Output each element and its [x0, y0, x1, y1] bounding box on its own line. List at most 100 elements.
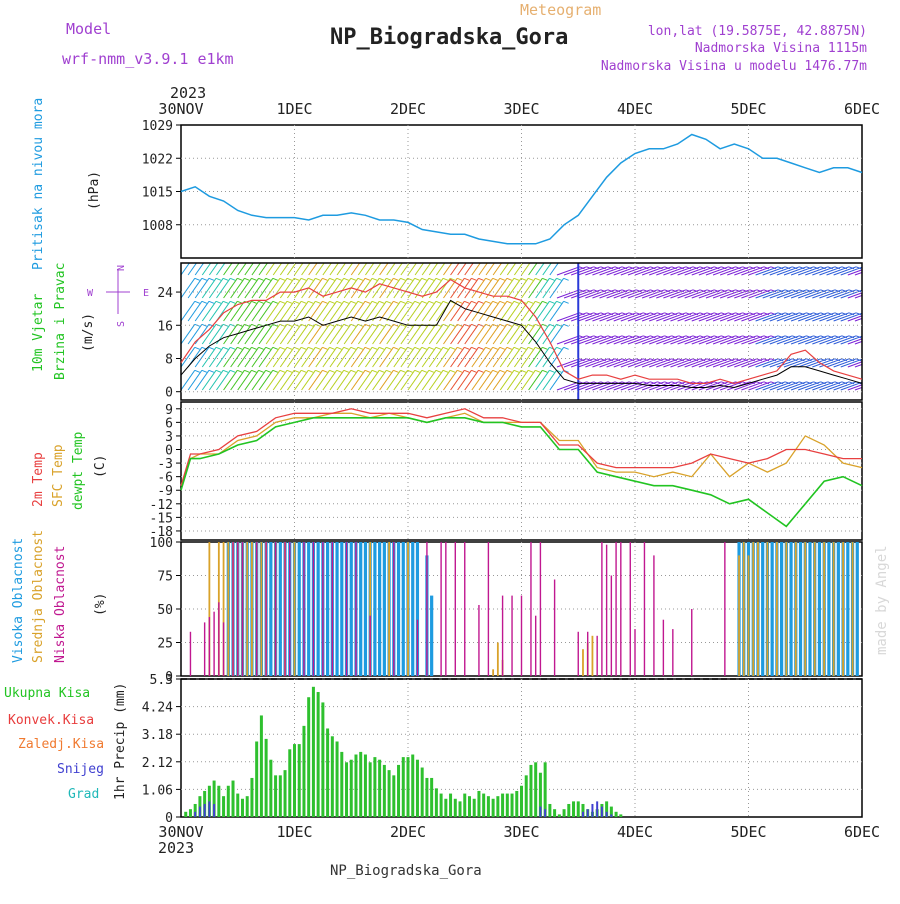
cloud-low-bar: [255, 542, 258, 676]
wind-barb-feather: [827, 289, 833, 293]
wind-barb-feather: [777, 266, 784, 270]
wind-barb: [691, 335, 715, 345]
wind-barb: [790, 358, 814, 368]
wind-barb-feather: [820, 312, 826, 316]
wind-barb-feather: [770, 381, 777, 385]
wind-barb-feather: [714, 381, 720, 385]
wind-barbs: [181, 255, 868, 391]
precip-total-bar: [212, 780, 216, 817]
temperature-ytick-label: 9: [165, 403, 173, 418]
wind-barb: [812, 266, 836, 276]
wind-barb-feather: [664, 266, 670, 270]
wind-barb: [812, 289, 836, 299]
wind-barb-feather: [643, 289, 649, 293]
wind-barb: [407, 301, 423, 322]
wind-barb-feather: [735, 266, 741, 270]
wind-barb-feather: [792, 289, 798, 293]
wind-barb: [670, 335, 694, 345]
precip-snow-bar: [213, 803, 216, 817]
wind-barb: [599, 312, 623, 322]
wind-barb-feather: [678, 289, 685, 293]
wind-barb: [847, 269, 862, 276]
wind-barb: [656, 335, 680, 345]
precip-total-bar: [307, 697, 311, 817]
wind-barb: [734, 358, 758, 368]
wind-barb: [336, 370, 352, 391]
cloud-mid-bar: [775, 542, 778, 676]
wind-barb: [208, 301, 224, 322]
wind-barb-feather: [785, 312, 791, 316]
wind-barb-feather: [721, 335, 727, 339]
wind-barb-feather: [343, 346, 349, 350]
wind-barb-feather: [542, 255, 547, 257]
wind-barb: [570, 266, 594, 276]
wind-barb: [769, 335, 793, 345]
wind-barb: [741, 289, 765, 299]
wind-barb: [208, 370, 224, 391]
wind-barb: [861, 366, 862, 367]
wind-barb-feather: [450, 255, 455, 257]
wind-barb-feather: [614, 312, 621, 316]
wind-barb: [535, 370, 550, 391]
cloud-mid-bar: [851, 542, 854, 676]
wind-barb: [223, 370, 238, 391]
wind-barb: [393, 301, 408, 322]
wind-barb-feather: [428, 369, 435, 373]
wind-barb: [790, 266, 814, 276]
wind-barb: [194, 347, 210, 368]
wind-barb-feather: [251, 369, 257, 373]
wind-barb: [272, 370, 288, 391]
precip-total-bar: [184, 811, 188, 817]
wind-barb: [854, 317, 862, 322]
wind-barb: [535, 324, 550, 345]
precip-total-bar: [415, 759, 419, 817]
wind-barb: [181, 370, 196, 391]
wind-barb-feather: [863, 382, 868, 384]
wind-barb-feather: [586, 358, 592, 362]
wind-barb-feather: [728, 358, 734, 362]
wind-barb: [506, 370, 522, 391]
cloud-mid-bar: [832, 542, 835, 676]
wind-barb-feather: [628, 335, 635, 339]
wind-barb: [719, 266, 743, 276]
wind-barb-feather: [621, 266, 628, 270]
precip-snow-bar: [605, 811, 608, 817]
wind-barb: [670, 358, 694, 368]
pressure-ytick-label: 1015: [142, 186, 173, 201]
wind-barb-feather: [457, 346, 463, 350]
wind-barb-feather: [336, 277, 342, 281]
wind-barb: [499, 347, 515, 368]
wind-barb: [478, 263, 488, 276]
wind-barb: [208, 347, 224, 368]
cloud-low-bar: [303, 542, 305, 676]
precip-total-bar: [278, 775, 282, 817]
wind-barb: [315, 324, 330, 345]
wind-barb: [691, 358, 715, 368]
wind-barb-feather: [777, 289, 784, 293]
cloud-low-bar: [284, 542, 286, 676]
precip-total-bar: [510, 793, 514, 817]
wind-barb-feather: [442, 346, 449, 350]
wind-barb-feather: [721, 381, 727, 385]
wind-barb: [251, 370, 267, 391]
wind-barb: [414, 347, 430, 368]
wind-barb: [634, 312, 658, 322]
precip-total-bar: [420, 767, 424, 817]
cloud-low-bar: [691, 609, 693, 676]
wind-barb-feather: [421, 300, 427, 304]
cloud-high-bar: [278, 542, 282, 676]
wind-barb: [308, 370, 323, 391]
wind-barb-feather: [699, 289, 706, 293]
precip-total-bar: [482, 793, 486, 817]
wind-barb-feather: [607, 335, 614, 339]
cloud-mid-bar: [369, 542, 372, 676]
wind-barb-feather: [763, 381, 770, 385]
wind-barb: [216, 347, 231, 368]
wind-barb-feather: [279, 346, 286, 350]
wind-barb-feather: [386, 323, 392, 327]
wind-barb: [464, 278, 479, 299]
wind-barb-feather: [714, 358, 720, 362]
precip-total-bar: [411, 754, 415, 817]
wind-barb: [741, 381, 765, 391]
